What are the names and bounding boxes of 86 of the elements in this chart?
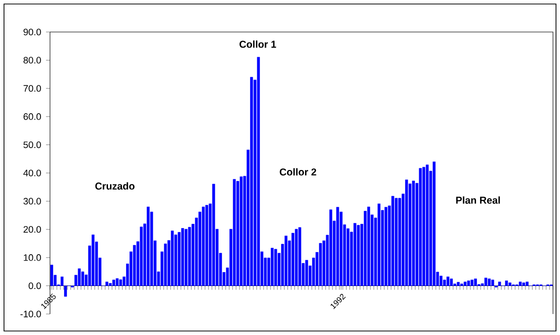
bar: [474, 278, 477, 286]
bar: [446, 276, 450, 286]
y-tick-label: 30.0: [23, 198, 41, 204]
bar: [170, 230, 174, 286]
bar: [108, 283, 112, 286]
bar: [133, 245, 136, 286]
bar: [329, 210, 332, 286]
bar: [202, 206, 205, 286]
bar: [188, 226, 191, 286]
bar: [298, 227, 302, 286]
bar: [50, 264, 54, 286]
bar: [116, 278, 119, 286]
bar: [205, 205, 208, 286]
y-tick-label: 90.0: [24, 28, 41, 36]
bar: [164, 244, 167, 286]
y-tick-label: 0.0: [28, 282, 41, 290]
bar: [422, 166, 426, 286]
bar: [354, 223, 356, 286]
bar: [181, 228, 184, 286]
y-tick-label: 50.0: [24, 142, 41, 148]
y-tick-label: -10.0: [20, 310, 41, 318]
bar: [212, 184, 216, 286]
bar: [346, 228, 350, 286]
bar: [112, 280, 116, 286]
bar: [518, 282, 522, 286]
bar: [484, 278, 488, 286]
bar: [450, 278, 453, 286]
bar: [364, 210, 367, 286]
bar: [426, 164, 429, 286]
bar: [119, 279, 122, 286]
annotation: Collor 1: [240, 40, 276, 48]
bar: [505, 280, 508, 286]
annotation: Collor 2: [280, 168, 316, 176]
bar: [470, 280, 474, 286]
bar: [274, 248, 278, 286]
annotation: Cruzado: [95, 182, 134, 190]
y-tick-label: 10.0: [24, 254, 41, 261]
bar: [394, 198, 398, 286]
bar: [184, 228, 188, 286]
bar: [443, 280, 446, 286]
bar: [508, 282, 512, 286]
bar: [305, 260, 308, 286]
annotation: Plan Real: [456, 196, 500, 204]
y-tick-label: 80.0: [24, 56, 41, 64]
bar: [378, 204, 380, 286]
bar: [526, 282, 529, 286]
bar: [291, 232, 294, 286]
bar: [270, 248, 274, 286]
bar: [491, 280, 494, 286]
bar: [418, 168, 422, 286]
bar: [408, 184, 412, 286]
bar: [356, 225, 360, 286]
bar: [398, 198, 402, 286]
bar: [467, 280, 470, 286]
bar: [456, 282, 460, 286]
bar: [498, 282, 501, 286]
bar: [250, 76, 253, 286]
bar: [412, 180, 415, 286]
bar: [178, 232, 181, 286]
y-tick-label: 70.0: [24, 85, 41, 92]
bar: [78, 268, 81, 286]
bar: [522, 282, 526, 286]
y-tick-label: 40.0: [23, 170, 41, 176]
bar: [294, 228, 298, 286]
bar: [440, 276, 442, 286]
y-tick-label: 60.0: [24, 113, 41, 120]
bar: [391, 196, 394, 286]
bar: [464, 282, 467, 286]
bar: [367, 206, 370, 286]
y-tick-label: 20.0: [24, 226, 41, 233]
bar: [336, 206, 340, 286]
bar: [146, 206, 150, 286]
bar: [105, 282, 108, 286]
bar: [488, 278, 491, 286]
bar: [432, 162, 436, 286]
bar: [405, 180, 408, 286]
bar: [284, 236, 288, 286]
bar: [81, 272, 84, 286]
bar: [257, 56, 260, 286]
bar: [240, 176, 243, 286]
bar: [384, 206, 388, 286]
bar: [140, 226, 143, 286]
bar: [319, 243, 322, 286]
bar: [92, 234, 94, 286]
bar: [174, 234, 178, 286]
bar: [232, 179, 236, 286]
